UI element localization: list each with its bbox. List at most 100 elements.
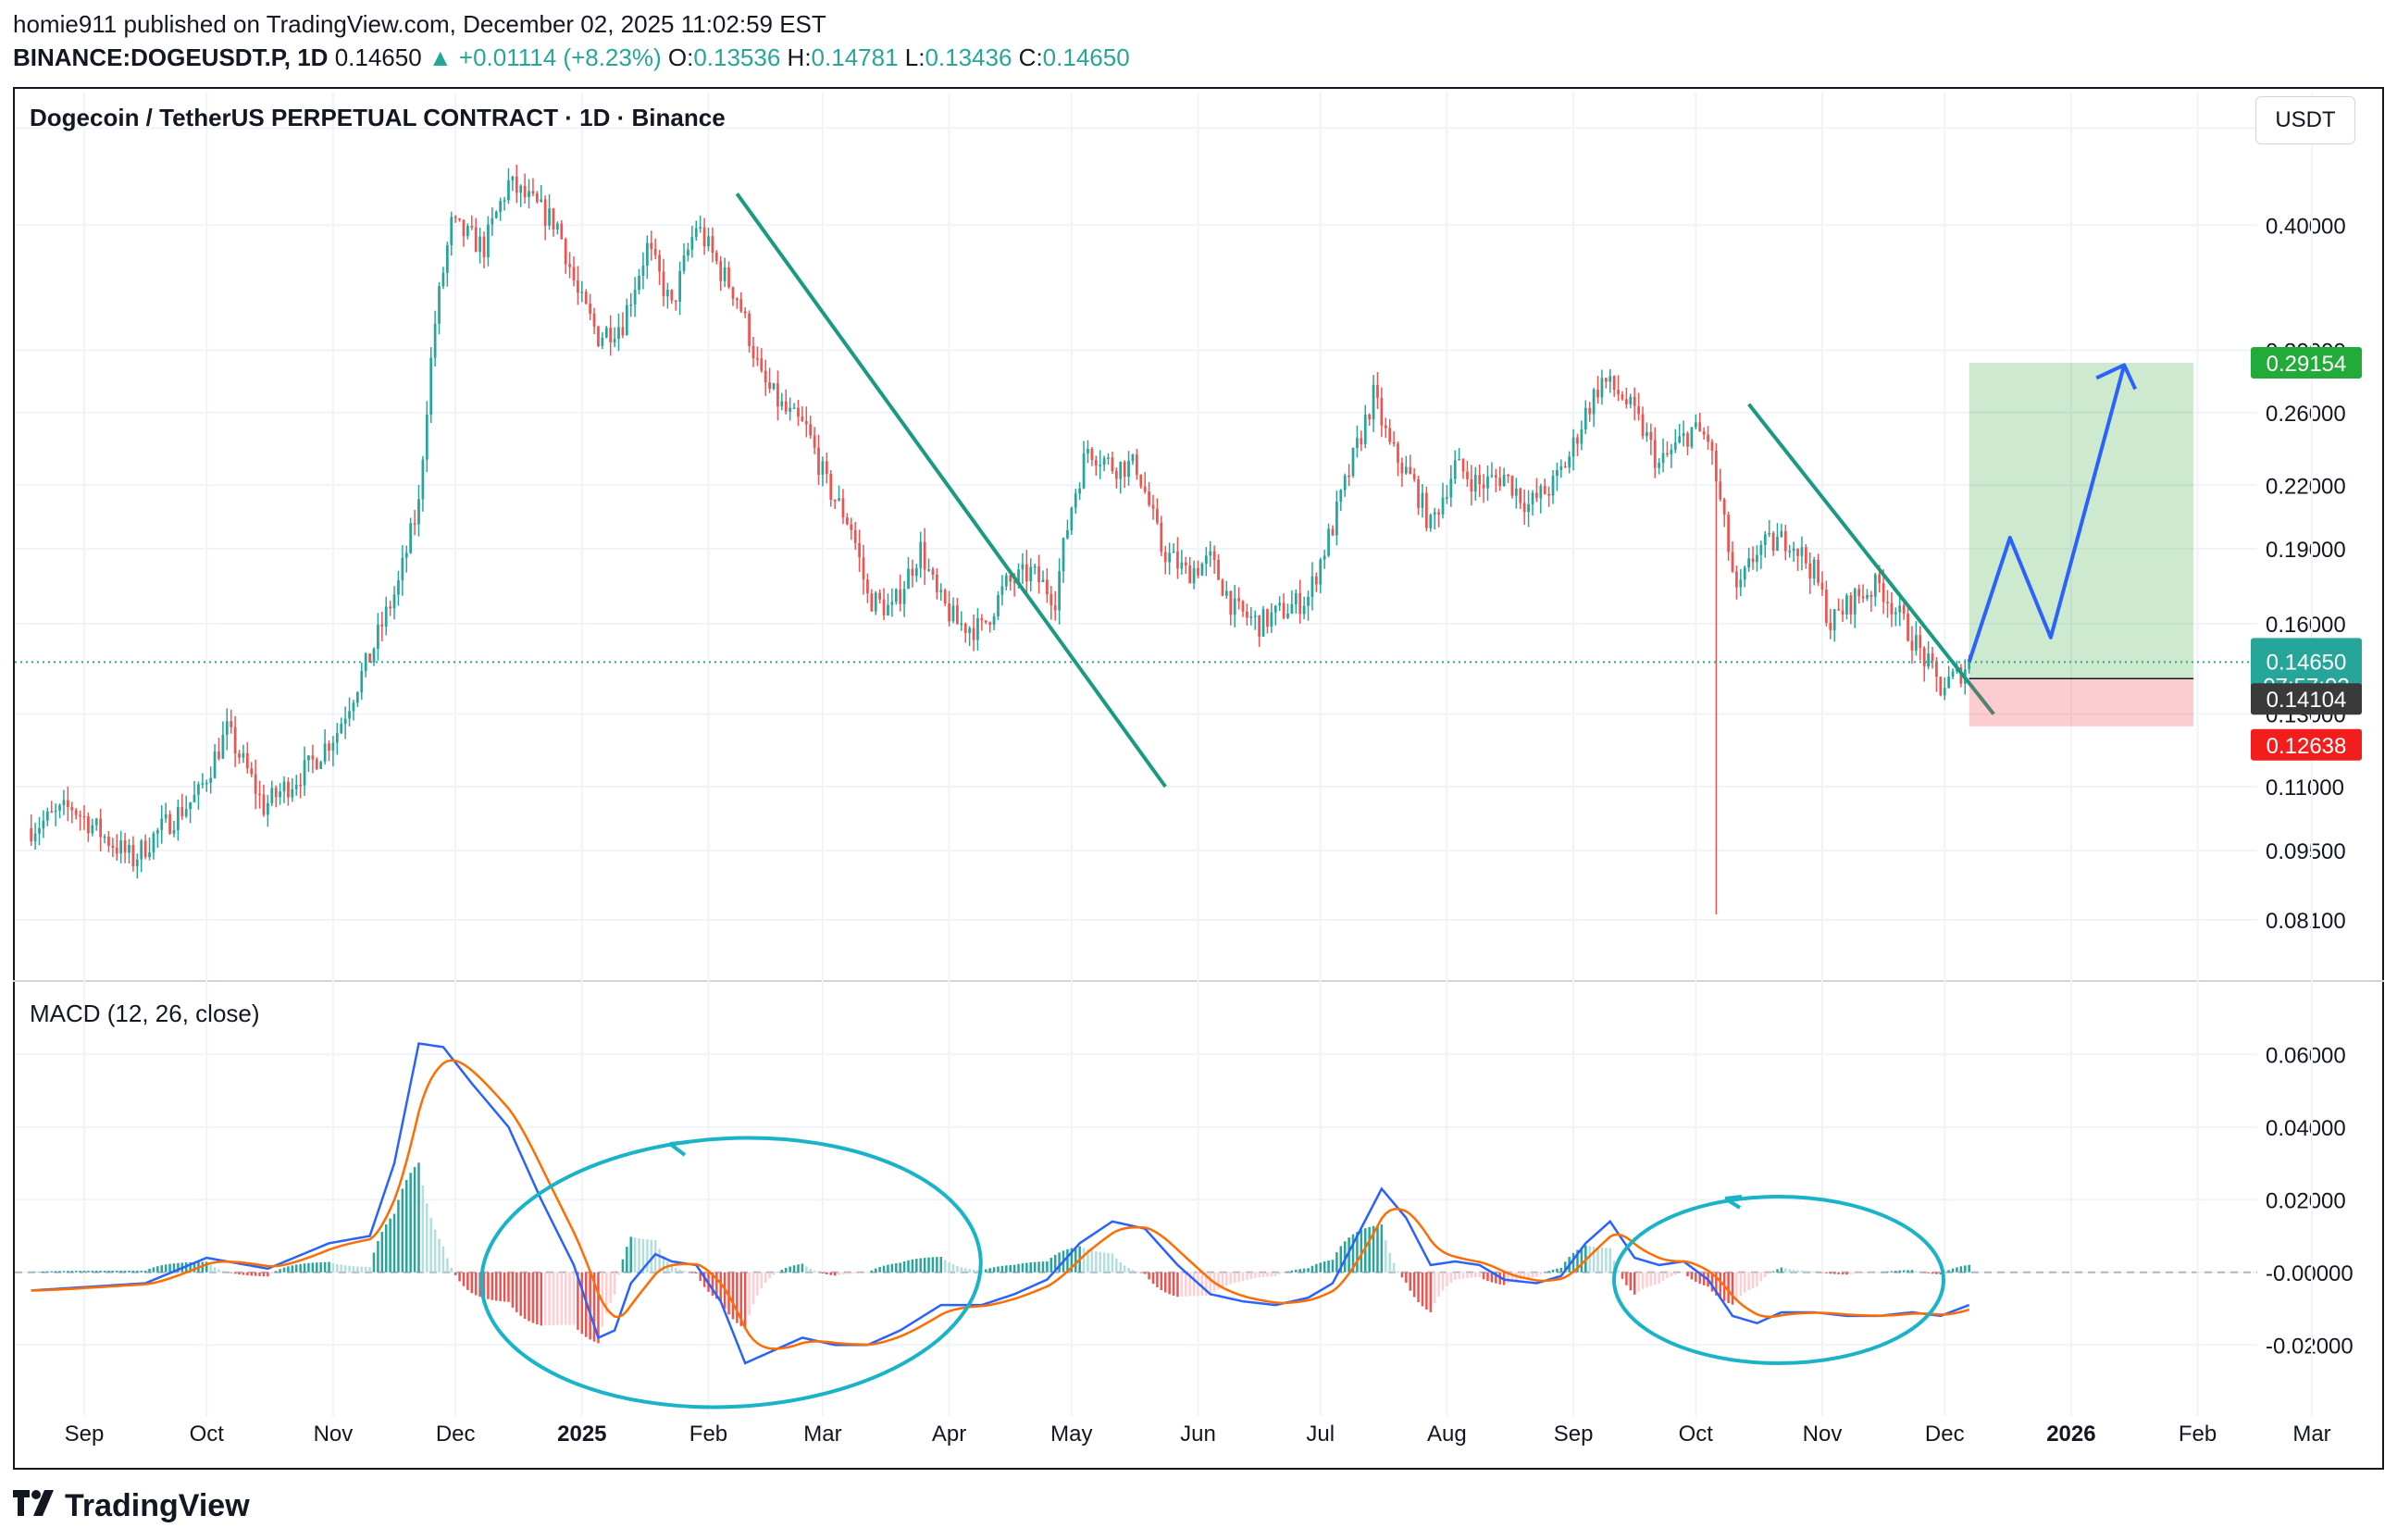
candle-body bbox=[319, 762, 323, 769]
candle-body bbox=[1249, 616, 1253, 618]
candle-body bbox=[882, 599, 886, 615]
candle-body bbox=[1446, 497, 1448, 499]
candle-body bbox=[143, 840, 147, 858]
candle-body bbox=[714, 252, 718, 262]
candle-body bbox=[1041, 579, 1045, 582]
candle-body bbox=[1514, 488, 1518, 496]
candle-body bbox=[82, 815, 86, 818]
candle-body bbox=[841, 498, 845, 518]
candle-body bbox=[1270, 612, 1273, 627]
candle-body bbox=[1690, 427, 1694, 447]
candle-body bbox=[417, 499, 420, 525]
candle-body bbox=[1143, 486, 1147, 492]
candle-body bbox=[401, 557, 404, 581]
candle-body bbox=[1466, 471, 1469, 479]
candle-body bbox=[1000, 586, 1004, 595]
candle-body bbox=[1722, 499, 1726, 515]
candle-body bbox=[368, 653, 371, 663]
candle-body bbox=[662, 271, 665, 297]
candle-body bbox=[433, 323, 437, 358]
candle-body bbox=[1392, 441, 1396, 444]
candle-body bbox=[1922, 648, 1926, 667]
candle-body bbox=[690, 237, 694, 250]
candle-body bbox=[960, 623, 963, 626]
candle-body bbox=[225, 721, 229, 735]
candle-body bbox=[1825, 590, 1828, 623]
candle-body bbox=[1058, 571, 1061, 611]
candle-body bbox=[645, 242, 649, 266]
candle-body bbox=[458, 217, 461, 220]
candle-body bbox=[948, 603, 950, 622]
candle-body bbox=[470, 226, 474, 228]
time-axis-label: Oct bbox=[190, 1422, 225, 1447]
candle-body bbox=[887, 604, 889, 615]
candle-body bbox=[1114, 470, 1118, 479]
candle-body bbox=[1123, 462, 1126, 478]
candle-body bbox=[1588, 407, 1592, 415]
candle-body bbox=[230, 721, 233, 727]
time-axis-label: Sep bbox=[1554, 1422, 1594, 1447]
candle-body bbox=[1661, 453, 1665, 464]
candle-body bbox=[789, 407, 792, 412]
candle-body bbox=[1343, 475, 1347, 491]
price-tick-label: 0.22000 bbox=[2266, 474, 2346, 499]
candle-body bbox=[1658, 463, 1661, 468]
footer-logo: TradingView bbox=[13, 1488, 250, 1524]
time-axis-label: Oct bbox=[1679, 1422, 1714, 1447]
time-axis-label: Nov bbox=[314, 1422, 354, 1447]
candle-body bbox=[1053, 605, 1057, 611]
candle-body bbox=[1090, 448, 1094, 461]
candle-body bbox=[584, 292, 588, 304]
candle-body bbox=[380, 624, 384, 627]
candle-body bbox=[702, 227, 706, 247]
candle-body bbox=[1915, 635, 1918, 651]
candle-body bbox=[103, 836, 106, 838]
candle-body bbox=[1547, 493, 1550, 496]
candle-body bbox=[30, 827, 33, 842]
candle-body bbox=[1527, 503, 1530, 513]
candle-body bbox=[99, 818, 103, 838]
candle-body bbox=[429, 357, 433, 416]
candle-body bbox=[1066, 529, 1069, 539]
candle-body bbox=[1507, 474, 1509, 477]
candle-body bbox=[972, 627, 975, 640]
candle-body bbox=[1629, 396, 1633, 404]
candle-body bbox=[328, 743, 330, 751]
candle-body bbox=[1204, 555, 1208, 565]
candle-body bbox=[119, 840, 123, 854]
candle-body bbox=[902, 589, 906, 604]
currency-unit-button[interactable]: USDT bbox=[2255, 96, 2355, 144]
time-axis-label: Dec bbox=[1925, 1422, 1965, 1447]
candle-body bbox=[1759, 544, 1763, 555]
candle-body bbox=[1857, 589, 1861, 597]
candle-body bbox=[1409, 466, 1412, 475]
candle-body bbox=[1127, 461, 1130, 478]
candle-body bbox=[1771, 532, 1775, 552]
candle-body bbox=[1551, 476, 1555, 496]
candle-body bbox=[1768, 532, 1771, 535]
candle-body bbox=[956, 605, 959, 625]
candle-body bbox=[838, 498, 840, 501]
candle-body bbox=[874, 592, 877, 612]
annotation-circle-left-tail bbox=[668, 1140, 689, 1157]
time-axis-label: Aug bbox=[1427, 1422, 1467, 1447]
low-value: 0.13436 bbox=[925, 43, 1012, 71]
close-label: C: bbox=[1018, 43, 1043, 71]
candle-body bbox=[1062, 538, 1065, 572]
candle-body bbox=[1486, 476, 1489, 489]
candle-body bbox=[1449, 478, 1453, 498]
macd-tick-label: -0.00000 bbox=[2266, 1261, 2354, 1286]
target-price-label: 0.29154 bbox=[2267, 352, 2347, 377]
candle-body bbox=[377, 624, 379, 649]
candle-body bbox=[1404, 466, 1408, 474]
macd-title: MACD (12, 26, close) bbox=[30, 1000, 260, 1027]
macd-signal-line bbox=[31, 1059, 1970, 1350]
candle-body bbox=[1372, 384, 1375, 420]
symbol: BINANCE:DOGEUSDT.P, 1D bbox=[13, 43, 329, 71]
candle-body bbox=[1522, 503, 1526, 513]
candle-body bbox=[1029, 566, 1033, 582]
candle-body bbox=[217, 751, 220, 759]
candle-body bbox=[1102, 457, 1106, 466]
candle-body bbox=[177, 806, 180, 831]
